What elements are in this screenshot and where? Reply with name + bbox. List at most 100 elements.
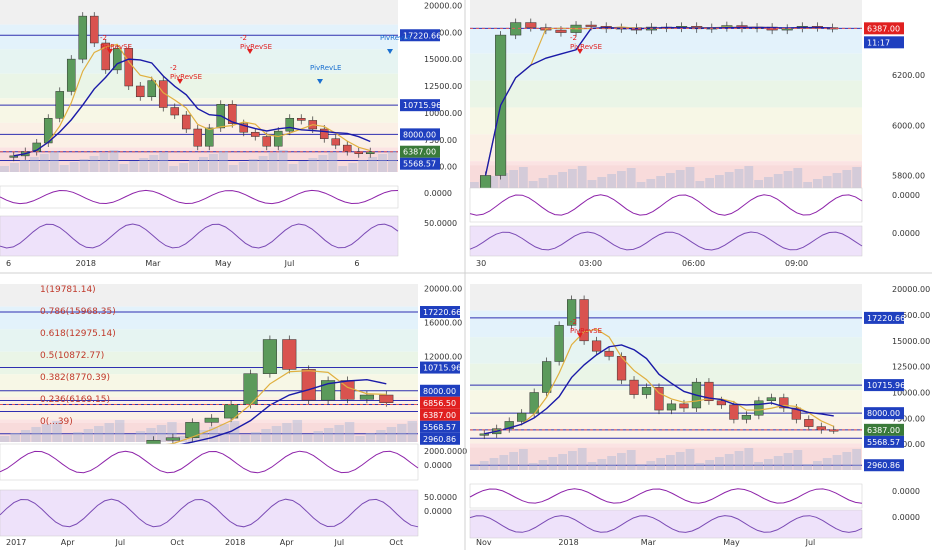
price-tag: [864, 459, 904, 472]
signal-annotation: PivRevSE: [170, 73, 202, 81]
candle-body: [354, 151, 364, 154]
oscillator-line: [0, 498, 419, 528]
x-tick-label: Jul: [284, 259, 295, 268]
candle-body: [262, 339, 277, 374]
ema-line: [13, 43, 371, 157]
price-tag-label: 6387.00: [403, 148, 436, 157]
volume-bar: [73, 432, 83, 442]
x-tick-label: May: [215, 259, 232, 268]
candle-body: [239, 123, 249, 133]
signal-arrow: [577, 333, 583, 338]
candle-body: [829, 429, 839, 432]
fib-label: 0.618(12975.14): [40, 329, 116, 339]
sma-line: [13, 58, 371, 157]
y-tick-label: 10000.00: [892, 389, 930, 398]
candle-body: [158, 80, 168, 108]
x-tick-label: Jul: [805, 538, 816, 547]
volume-bar: [282, 423, 292, 442]
volume-bar: [803, 182, 812, 188]
volume-bar: [558, 454, 567, 470]
price-tag: [420, 384, 460, 397]
candle-body: [112, 48, 122, 71]
oscillator-line: [0, 223, 399, 249]
candle-body: [766, 397, 776, 402]
volume-bar: [607, 174, 616, 188]
candle-body: [716, 400, 727, 406]
volume-bar: [365, 433, 376, 442]
candle-body: [679, 403, 689, 409]
volume-bar: [548, 457, 558, 470]
x-tick-label: Oct: [170, 538, 184, 547]
price-tag: [420, 306, 460, 319]
volume-bar: [705, 460, 714, 470]
candle-body: [342, 144, 352, 152]
volume-bar: [79, 159, 89, 172]
volume-bar: [528, 463, 538, 470]
volume-bar: [636, 464, 646, 470]
volume-bar: [99, 153, 109, 172]
y-tick-label: 20000.00: [892, 285, 930, 294]
price-tag-label: 5568.57: [867, 438, 900, 447]
volume-bar: [489, 458, 499, 470]
candle-body: [224, 404, 239, 419]
candle-body: [147, 80, 157, 97]
candle-body: [365, 151, 375, 154]
fib-label: 1(19781.14): [40, 285, 96, 295]
volume-bar: [179, 163, 189, 172]
volume-bar: [705, 178, 714, 188]
volume-bar: [218, 151, 228, 172]
y-tick-label: 10000.00: [424, 109, 462, 118]
background-band: [0, 49, 398, 74]
signal-arrow: [387, 49, 393, 54]
volume-bar: [308, 158, 318, 172]
volume-bar: [10, 433, 20, 442]
y-tick-label: 5800.00: [892, 171, 925, 180]
volume-bar: [626, 450, 636, 470]
background-band: [470, 310, 862, 338]
volume-bar: [39, 154, 49, 172]
y-tick-label: 12000.00: [424, 353, 462, 362]
candle-body: [282, 339, 297, 370]
volume-bar: [0, 436, 10, 442]
volume-bar: [597, 177, 607, 188]
candle-body: [542, 361, 552, 393]
background-band: [470, 284, 862, 311]
background-band: [0, 98, 398, 123]
background-band: [470, 363, 862, 391]
price-tag: [864, 36, 904, 49]
price-tag-label: 17220.66: [867, 314, 905, 323]
background-band: [0, 24, 398, 50]
y-tick-label: 12500.00: [424, 82, 462, 91]
candle-body: [319, 128, 329, 139]
candle-body: [567, 299, 577, 326]
price-tag-label: 5568.57: [403, 160, 436, 169]
background-band: [470, 447, 862, 470]
volume-bar: [31, 427, 41, 442]
candle-body: [165, 437, 180, 441]
y-tick-label: 6000.00: [892, 121, 925, 130]
background-band: [470, 80, 862, 108]
candle-body: [517, 412, 527, 422]
candle-body: [170, 107, 180, 116]
volume-bar: [587, 462, 597, 470]
volume-bar: [261, 429, 271, 442]
fib-label: 0.382(8770.39): [40, 373, 110, 383]
fib-label: 0.5(10872.77): [40, 351, 104, 361]
background-band: [470, 134, 862, 162]
volume-bar: [20, 430, 31, 442]
candle-body: [554, 325, 564, 362]
volume-bar: [832, 173, 842, 188]
candle-body: [66, 58, 76, 92]
volume-bar: [278, 150, 288, 172]
y-tick-label: 7500.00: [424, 136, 457, 145]
candle-body: [204, 417, 219, 423]
candle-body: [101, 42, 111, 71]
volume-bar: [388, 151, 397, 172]
price-tag-label: 11:17: [867, 38, 890, 47]
price-tag: [864, 311, 904, 324]
ema-line: [484, 328, 834, 435]
volume-bar: [656, 176, 665, 188]
background-band: [0, 284, 418, 307]
